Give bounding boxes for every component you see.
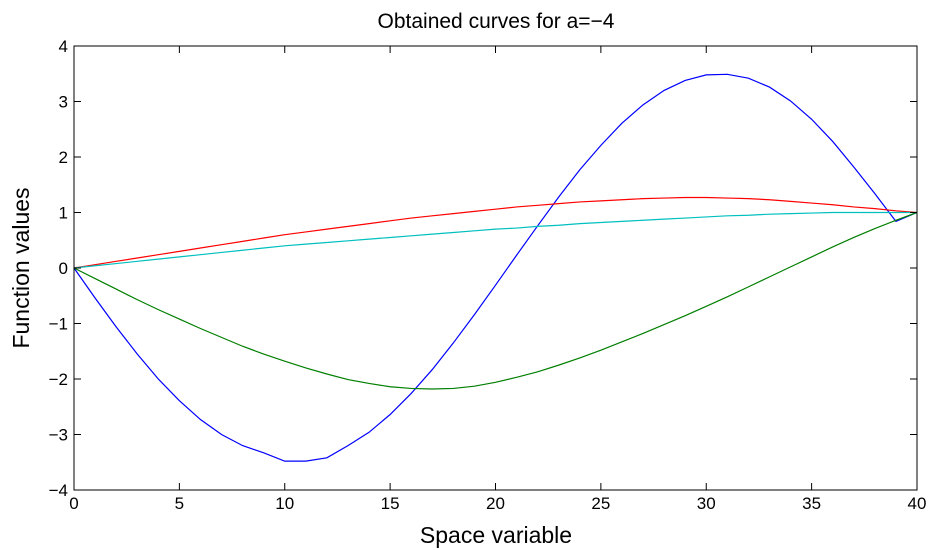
y-tick-label: 4 [59,37,68,56]
x-tick-label: 40 [908,494,927,513]
series-layer [73,73,918,462]
y-tick-label: 1 [59,204,68,223]
y-tick-label: −2 [49,370,68,389]
y-tick-label: −4 [49,481,68,500]
x-tick-label: 0 [69,494,78,513]
y-tick-label: 2 [59,148,68,167]
tick-layer: 0 5 10 15 20 25 30 35 40 −4 −3 −2 −1 0 1 2 3 4 [49,37,927,513]
x-tick-label: 5 [175,494,184,513]
x-tick-label: 30 [697,494,716,513]
y-axis-title: Function values [8,187,34,348]
x-axis-title: Space variable [420,522,572,548]
chart-title: Obtained curves for a=−4 [378,10,615,33]
x-tick-label: 20 [486,494,505,513]
series-line-2 [73,211,918,390]
x-tick-label: 15 [381,494,400,513]
series-line-3 [73,196,918,269]
x-tick-label: 25 [591,494,610,513]
series-line-1 [73,73,918,462]
x-tick-label: 10 [275,494,294,513]
x-tick-label: 35 [802,494,821,513]
y-tick-label: 0 [59,259,68,278]
y-tick-label: 3 [59,93,68,112]
series-line-4 [73,211,917,269]
y-tick-label: −1 [49,315,68,334]
y-tick-label: −3 [49,426,68,445]
